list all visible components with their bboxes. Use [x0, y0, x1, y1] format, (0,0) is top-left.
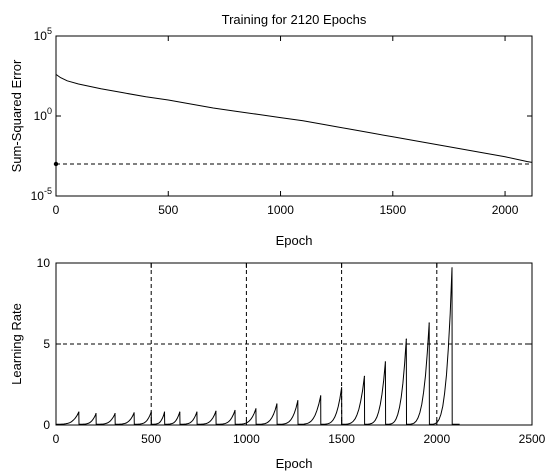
bottom-x-axis-label: Epoch — [276, 456, 313, 471]
learning-rate-peak — [384, 361, 386, 363]
learning-rate-peak — [255, 408, 257, 410]
top-plot: Training for 2120 Epochs 0 500 1000 1500 200… — [9, 12, 533, 248]
top-y-tick-base: 10 — [34, 109, 48, 123]
learning-rate-peak — [363, 375, 366, 377]
top-y-tick-base: 10 — [34, 29, 48, 43]
learning-rate-peak — [297, 400, 299, 402]
top-x-tick-label: 500 — [158, 203, 178, 217]
learning-rate-peak — [234, 409, 236, 412]
bottom-series — [56, 267, 460, 425]
learning-rate-peak — [78, 411, 80, 413]
top-y-tick-exponent: -5 — [44, 186, 52, 196]
top-x-tick-label: 2000 — [492, 203, 519, 217]
error-curve — [55, 73, 533, 163]
learning-rate-peak — [215, 410, 217, 412]
bottom-y-tick-label: 10 — [37, 256, 51, 270]
bottom-y-axis-label: Learning Rate — [9, 303, 24, 385]
chart-title: Training for 2120 Epochs — [222, 12, 367, 27]
learning-rate-peak — [320, 395, 322, 397]
top-y-axis-label: Sum-Squared Error — [9, 59, 24, 172]
goal-marker — [53, 161, 59, 167]
learning-rate-peak — [428, 322, 430, 324]
top-y-tick-exponent: 5 — [47, 26, 52, 36]
learning-rate-peak — [405, 338, 407, 340]
learning-rate-peak — [341, 387, 343, 389]
bottom-x-tick-label: 1500 — [328, 432, 355, 446]
learning-rate-peak — [133, 412, 135, 414]
bottom-x-tick-label: 500 — [141, 432, 161, 446]
top-plot-frame — [55, 35, 533, 197]
learning-rate-peak — [163, 411, 166, 413]
bottom-y-axis: 0 5 10 — [37, 256, 532, 432]
bottom-plot: 0 500 1000 1500 2000 2500 0 5 10 Epoch Learning… — [9, 256, 546, 471]
bottom-y-tick-label: 0 — [43, 418, 50, 432]
learning-rate-peak — [451, 267, 453, 269]
top-y-tick-label: 100 — [34, 106, 52, 123]
bottom-x-tick-label: 2500 — [519, 432, 546, 446]
top-y-tick-base: 10 — [31, 189, 45, 203]
learning-rate-peak — [196, 411, 198, 413]
top-x-tick-label: 0 — [53, 203, 60, 217]
bottom-x-tick-label: 2000 — [423, 432, 450, 446]
learning-rate-peak — [150, 411, 152, 413]
top-x-axis: 0 500 1000 1500 2000 — [53, 36, 519, 217]
bottom-x-tick-label: 1000 — [233, 432, 260, 446]
learning-rate-peak — [179, 411, 181, 413]
top-series — [53, 73, 533, 167]
bottom-y-tick-label: 5 — [43, 337, 50, 351]
learning-rate-peak — [276, 403, 278, 405]
top-y-tick-exponent: 0 — [47, 106, 52, 116]
bottom-x-tick-label: 0 — [53, 432, 60, 446]
learning-rate-peak — [114, 413, 116, 415]
bottom-reference-lines — [56, 263, 532, 425]
bottom-x-axis: 0 500 1000 1500 2000 2500 — [53, 263, 546, 446]
top-y-tick-label: 105 — [34, 26, 52, 43]
learning-rate-curve — [56, 267, 460, 425]
learning-rate-peak — [95, 413, 97, 415]
top-y-tick-label: 10-5 — [31, 186, 52, 203]
top-x-tick-label: 1500 — [379, 203, 406, 217]
top-x-tick-label: 1000 — [267, 203, 294, 217]
top-x-axis-label: Epoch — [276, 233, 313, 248]
